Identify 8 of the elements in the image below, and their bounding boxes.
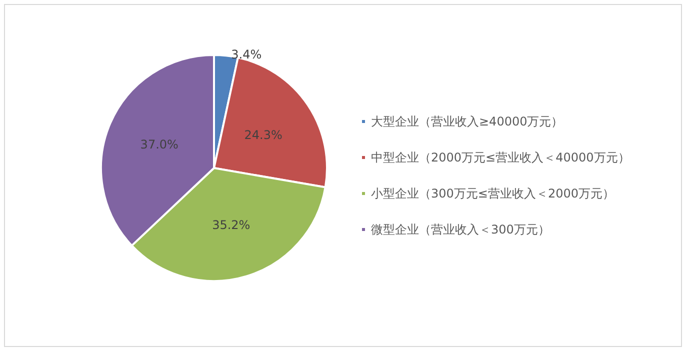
data-label: 37.0% [140,137,178,152]
data-label: 24.3% [244,128,282,142]
legend-label: 中型企业（2000万元≤营业收入＜40000万元） [371,150,630,164]
data-label: 35.2% [212,218,250,232]
legend-label: 微型企业（营业收入＜300万元） [371,222,550,236]
data-label: 3.4% [231,48,262,62]
legend-label: 小型企业（300万元≤营业收入＜2000万元） [371,186,614,200]
legend-label: 大型企业（营业收入≥40000万元） [371,114,564,128]
